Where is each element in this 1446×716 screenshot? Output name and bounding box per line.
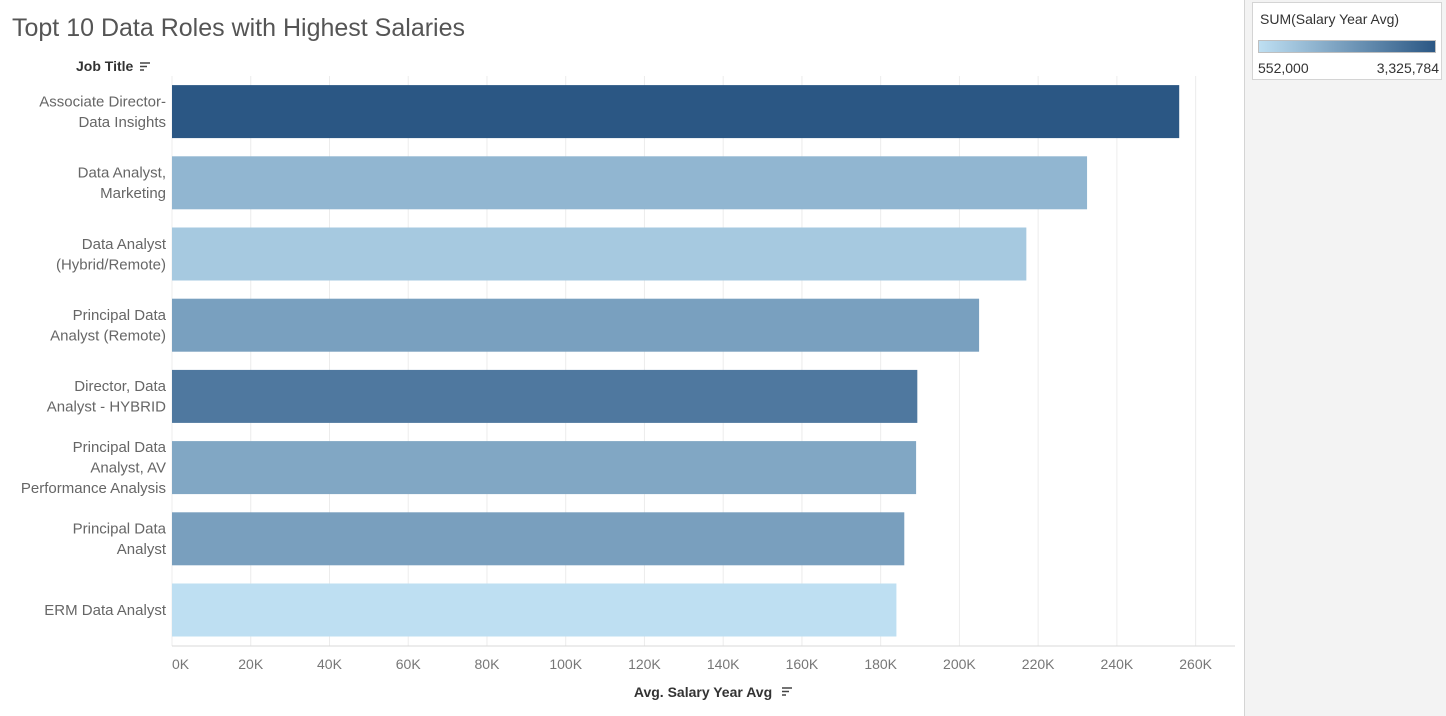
row-label: Principal Data Analyst, AV Performance Ana… [21,439,167,497]
x-tick-label: 160K [786,656,819,672]
row-label-line: ERM Data Analyst [44,602,167,619]
row-label-line: Marketing [100,185,166,202]
bar[interactable] [172,512,905,566]
x-tick-label: 140K [707,656,740,672]
bar[interactable] [172,85,1180,139]
bar[interactable] [172,227,1027,281]
bar[interactable] [172,583,897,637]
x-tick-label: 220K [1022,656,1055,672]
bar[interactable] [172,441,917,495]
worksheet-view: Topt 10 Data Roles with Highest Salaries… [12,0,1245,716]
row-label: Director, Data Analyst - HYBRID [47,378,167,416]
x-tick-label: 120K [628,656,661,672]
row-label: Data Analyst (Hybrid/Remote) [56,236,167,274]
x-tick-label: 80K [475,656,501,672]
x-tick-label: 20K [238,656,264,672]
bar[interactable] [172,156,1088,210]
x-tick-label: 240K [1101,656,1134,672]
row-label-line: Performance Analysis [21,480,166,497]
row-label-line: Principal Data [73,521,167,538]
color-legend[interactable]: SUM(Salary Year Avg) 552,000 3,325,784 [1252,2,1442,80]
legend-color-ramp [1258,40,1436,53]
bar[interactable] [172,369,918,423]
row-label-line: Director, Data [74,378,166,395]
x-tick-label: 60K [396,656,422,672]
row-label-line: Associate Director- [39,93,166,110]
row-label-line: Analyst (Remote) [50,327,166,344]
sort-icon[interactable] [782,687,792,696]
row-label-line: Analyst, AV [90,460,166,477]
row-label-line: Data Insights [78,114,166,131]
row-label: Data Analyst, Marketing [78,165,166,203]
row-label: Principal Data Analyst [73,521,167,559]
x-tick-label: 100K [549,656,582,672]
row-header-job-title[interactable]: Job Title [76,58,134,74]
x-axis-title[interactable]: Avg. Salary Year Avg [634,684,772,700]
x-tick-label: 260K [1179,656,1212,672]
legend-max-label: 3,325,784 [1376,60,1439,76]
x-tick-label: 0K [172,656,190,672]
legend-min-label: 552,000 [1258,60,1309,76]
row-label: ERM Data Analyst [44,602,167,619]
row-label-line: Data Analyst, [78,165,166,182]
side-panel [1245,0,1446,716]
row-label: Principal Data Analyst (Remote) [50,307,167,345]
row-label: Associate Director- Data Insights [39,93,166,131]
legend-title: SUM(Salary Year Avg) [1260,11,1400,27]
sort-icon[interactable] [140,62,150,71]
row-label-line: Data Analyst [82,236,167,253]
row-label-line: (Hybrid/Remote) [56,256,166,273]
row-label-line: Analyst - HYBRID [47,399,166,416]
row-label-line: Principal Data [73,307,167,324]
bar[interactable] [172,298,980,352]
bar-chart: Associate Director- Data Insights Data Ana… [21,58,1235,700]
x-tick-label: 40K [317,656,343,672]
chart-title: Topt 10 Data Roles with Highest Salaries [12,14,466,42]
row-label-line: Principal Data [73,439,167,456]
row-label-line: Analyst [117,541,167,558]
x-tick-label: 200K [943,656,976,672]
x-tick-label: 180K [864,656,897,672]
